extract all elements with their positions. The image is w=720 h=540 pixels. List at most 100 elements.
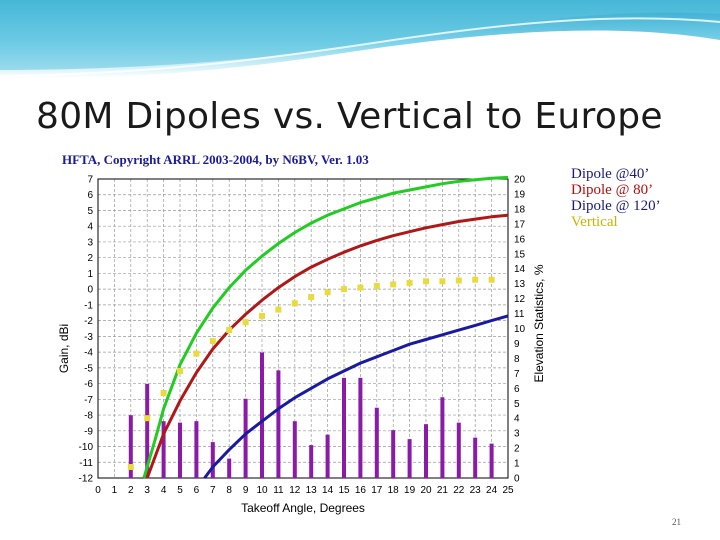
legend-item: Dipole @ 80’ [571, 182, 654, 198]
y2-tick-label: 6 [514, 384, 520, 395]
y2-tick-label: 15 [514, 249, 526, 260]
bar [489, 443, 494, 478]
bar [391, 430, 396, 478]
series-marker [341, 286, 347, 293]
bar [325, 434, 330, 478]
bar [276, 370, 281, 478]
x-tick-label: 5 [177, 485, 183, 496]
y2-tick-label: 5 [514, 399, 520, 410]
series-marker [357, 284, 364, 291]
series-marker [488, 276, 495, 283]
y2-tick-label: 14 [514, 264, 526, 275]
y-tick-label: 3 [87, 237, 93, 248]
series-marker [275, 306, 282, 313]
bar [407, 439, 412, 478]
series-marker [209, 338, 216, 345]
y2-tick-label: 0 [514, 474, 520, 485]
x-tick-label: 16 [355, 485, 367, 496]
series-line-1 [145, 213, 509, 479]
y2-tick-label: 12 [514, 294, 526, 305]
series-marker [472, 276, 479, 283]
series-line-2 [203, 314, 509, 479]
x-tick-label: 14 [322, 485, 334, 496]
x-tick-label: 23 [470, 485, 482, 496]
chart-panel: HFTA, Copyright ARRL 2003-2004, by N6BV,… [30, 145, 568, 515]
bar [292, 421, 297, 478]
y-tick-label: -2 [84, 316, 93, 327]
x-tick-label: 24 [486, 485, 498, 496]
y-tick-label: -6 [84, 379, 93, 390]
bar [473, 437, 478, 478]
bar [456, 422, 461, 478]
series-marker [127, 463, 134, 470]
bar [210, 442, 215, 478]
series-marker [373, 283, 380, 290]
bar [128, 415, 133, 478]
y-tick-label: 4 [87, 222, 93, 233]
y2-axis-label: Elevation Statistics, % [532, 264, 546, 382]
x-tick-label: 6 [194, 485, 200, 496]
x-tick-label: 10 [256, 485, 268, 496]
y-tick-label: -9 [84, 426, 93, 437]
series-marker [291, 300, 298, 307]
x-tick-label: 19 [404, 485, 416, 496]
y2-tick-label: 7 [514, 369, 520, 380]
x-tick-label: 4 [161, 485, 167, 496]
header-banner [0, 0, 720, 79]
y-tick-label: -4 [84, 348, 93, 359]
bar [358, 377, 363, 478]
y-tick-label: -8 [84, 411, 93, 422]
y-tick-label: -5 [84, 363, 93, 374]
series-line-0 [142, 175, 509, 479]
legend: Dipole @40’ Dipole @ 80’ Dipole @ 120’ Vert… [571, 166, 661, 230]
bar [374, 407, 379, 478]
series-marker [308, 294, 315, 301]
series-marker [193, 350, 200, 357]
bar [424, 424, 428, 478]
y2-tick-label: 16 [514, 234, 526, 245]
legend-item: Dipole @ 120’ [571, 198, 661, 214]
bar [309, 445, 314, 478]
y-tick-label: 5 [87, 206, 93, 217]
y-tick-label: 2 [87, 253, 93, 264]
x-tick-label: 21 [437, 485, 449, 496]
legend-item: Vertical [571, 214, 618, 230]
y2-tick-label: 20 [514, 175, 526, 186]
y2-tick-label: 1 [514, 459, 520, 470]
y2-tick-label: 18 [514, 204, 526, 215]
y2-tick-label: 19 [514, 189, 526, 200]
bar [161, 421, 166, 478]
series-marker [242, 319, 249, 326]
bar [260, 352, 264, 478]
x-tick-label: 15 [338, 485, 350, 496]
series-marker [259, 312, 265, 319]
series-marker [324, 289, 331, 296]
chart-title: HFTA, Copyright ARRL 2003-2004, by N6BV,… [62, 152, 369, 167]
y2-tick-label: 10 [514, 324, 526, 335]
y2-tick-label: 4 [514, 414, 520, 425]
series-marker [144, 415, 151, 422]
series-marker [439, 278, 446, 285]
banner-wave-line [0, 17, 720, 77]
series-marker [406, 279, 413, 286]
x-tick-label: 0 [95, 485, 101, 496]
banner-wave-front [0, 0, 720, 70]
y-tick-label: 1 [87, 269, 93, 280]
x-tick-label: 12 [289, 485, 301, 496]
series-marker [160, 390, 167, 397]
series-marker [390, 281, 397, 288]
bar [227, 458, 232, 478]
legend-item: Dipole @40’ [571, 166, 650, 182]
y-tick-label: 0 [87, 285, 93, 296]
y-tick-label: -11 [79, 458, 93, 469]
bar [243, 398, 248, 478]
series-marker [423, 278, 429, 285]
page-number: 21 [672, 517, 681, 527]
y-axis-label: Gain, dBi [57, 324, 71, 373]
y-tick-label: -3 [84, 332, 93, 343]
y-tick-label: 7 [87, 175, 93, 186]
x-tick-label: 8 [226, 485, 232, 496]
x-tick-label: 11 [273, 485, 284, 496]
series-marker [177, 367, 183, 374]
y2-tick-label: 2 [514, 444, 520, 455]
